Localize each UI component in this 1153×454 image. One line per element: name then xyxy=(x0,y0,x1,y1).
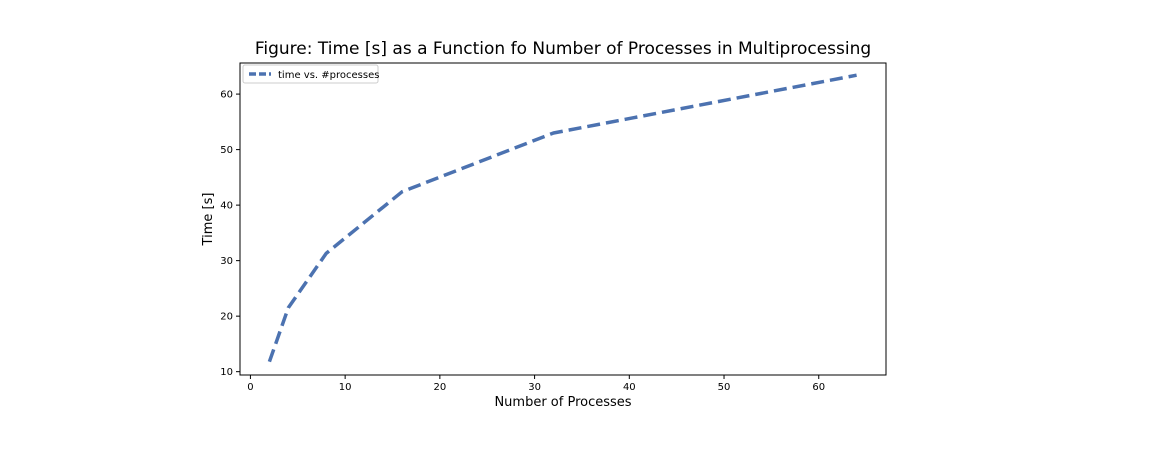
y-axis-label: Time [s] xyxy=(201,193,216,247)
plot-area-frame xyxy=(239,62,887,376)
y-tick-label: 50 xyxy=(220,145,233,156)
x-tick-label: 60 xyxy=(812,382,825,393)
y-tick-label: 10 xyxy=(220,367,233,378)
series-layer xyxy=(267,73,857,363)
x-axis: 0 10 20 30 40 50 60 xyxy=(247,375,825,393)
x-tick-label: 20 xyxy=(433,382,446,393)
y-tick-label: 40 xyxy=(220,201,233,212)
x-tick-label: 0 xyxy=(247,382,253,393)
x-tick-label: 10 xyxy=(339,382,352,393)
legend: time vs. #processes xyxy=(242,64,379,84)
legend-entry-label: time vs. #processes xyxy=(278,70,379,81)
y-axis: 10 20 30 40 50 60 xyxy=(220,90,240,378)
x-tick-label: 50 xyxy=(718,382,731,393)
x-axis-label: Number of Processes xyxy=(494,395,631,410)
legend-box xyxy=(242,64,379,84)
x-tick-label: 40 xyxy=(623,382,636,393)
chart-title: Figure: Time [s] as a Function fo Number… xyxy=(255,39,871,59)
y-tick-label: 30 xyxy=(220,256,233,267)
x-tick-label: 30 xyxy=(528,382,541,393)
series-line xyxy=(267,73,857,363)
y-tick-label: 60 xyxy=(220,90,233,101)
y-tick-label: 20 xyxy=(220,312,233,323)
